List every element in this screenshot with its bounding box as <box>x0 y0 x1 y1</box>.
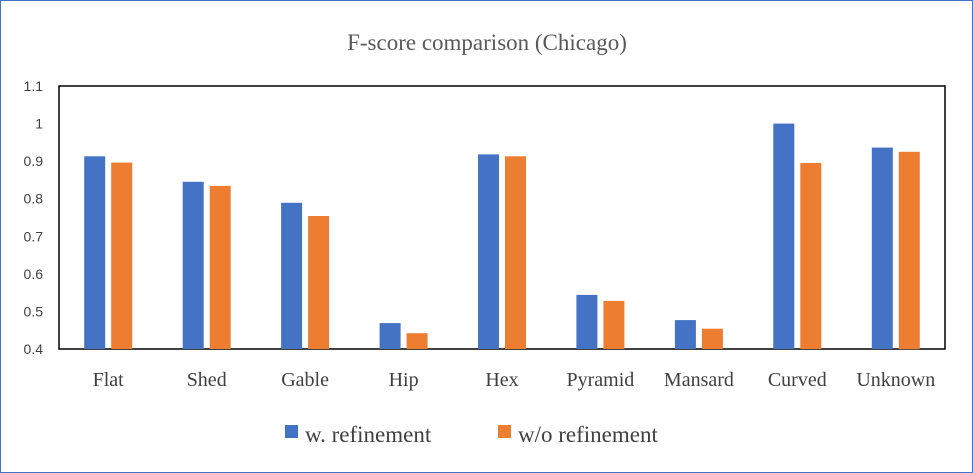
x-category-label-gable: Gable <box>281 369 329 391</box>
legend-label-without-refinement: w/o refinement <box>518 422 658 447</box>
y-tick-label: 0.7 <box>24 228 44 244</box>
bar-with-refinement-mansard <box>674 320 696 349</box>
bar-with-refinement-curved <box>773 123 795 349</box>
bar-with-refinement-unknown <box>871 147 893 349</box>
bar-with-refinement-shed <box>182 181 204 349</box>
chart-title: F-score comparison (Chicago) <box>347 30 627 55</box>
x-category-label-pyramid: Pyramid <box>567 369 635 391</box>
bar-without-refinement-gable <box>308 216 330 349</box>
bars-layer <box>84 123 920 350</box>
bar-with-refinement-hex <box>478 154 499 349</box>
bar-with-refinement-pyramid <box>576 294 598 349</box>
bar-with-refinement-flat <box>84 156 106 349</box>
x-category-label-mansard: Mansard <box>664 369 734 391</box>
x-category-label-hex: Hex <box>485 369 518 391</box>
x-category-label-unknown: Unknown <box>856 369 935 391</box>
legend-swatch-with-refinement <box>285 425 298 438</box>
legend-label-with-refinement: w. refinement <box>305 422 432 447</box>
x-category-label-curved: Curved <box>768 369 827 391</box>
bar-with-refinement-gable <box>281 202 303 349</box>
y-tick-label: 1.1 <box>24 78 44 94</box>
bar-without-refinement-hex <box>505 156 526 349</box>
y-tick-label: 0.5 <box>24 303 44 319</box>
x-category-label-shed: Shed <box>187 369 227 391</box>
legend: w. refinement w/o refinement <box>285 422 658 447</box>
bar-without-refinement-unknown <box>898 151 920 350</box>
bar-without-refinement-pyramid <box>603 300 625 349</box>
bar-with-refinement-hip <box>379 323 401 349</box>
bar-without-refinement-flat <box>111 162 133 349</box>
bar-without-refinement-shed <box>209 185 231 349</box>
legend-swatch-without-refinement <box>498 425 511 438</box>
x-category-label-flat: Flat <box>93 369 125 391</box>
y-tick-label: 1 <box>35 116 43 132</box>
y-tick-label: 0.6 <box>24 266 44 282</box>
y-tick-label: 0.4 <box>24 341 44 357</box>
bar-without-refinement-hip <box>406 333 428 349</box>
y-axis-tick-labels: 0.4 0.5 0.6 0.7 0.8 0.9 1 1.1 <box>24 78 44 357</box>
x-axis-category-labels: Flat Shed Gable Hip Hex Pyramid Mansard Curved U… <box>93 369 936 391</box>
y-tick-label: 0.9 <box>24 153 44 169</box>
plot-area-border <box>58 85 946 350</box>
bar-without-refinement-curved <box>800 163 822 349</box>
y-tick-label: 0.8 <box>24 191 44 207</box>
x-category-label-hip: Hip <box>389 369 419 391</box>
bar-without-refinement-mansard <box>701 328 723 349</box>
